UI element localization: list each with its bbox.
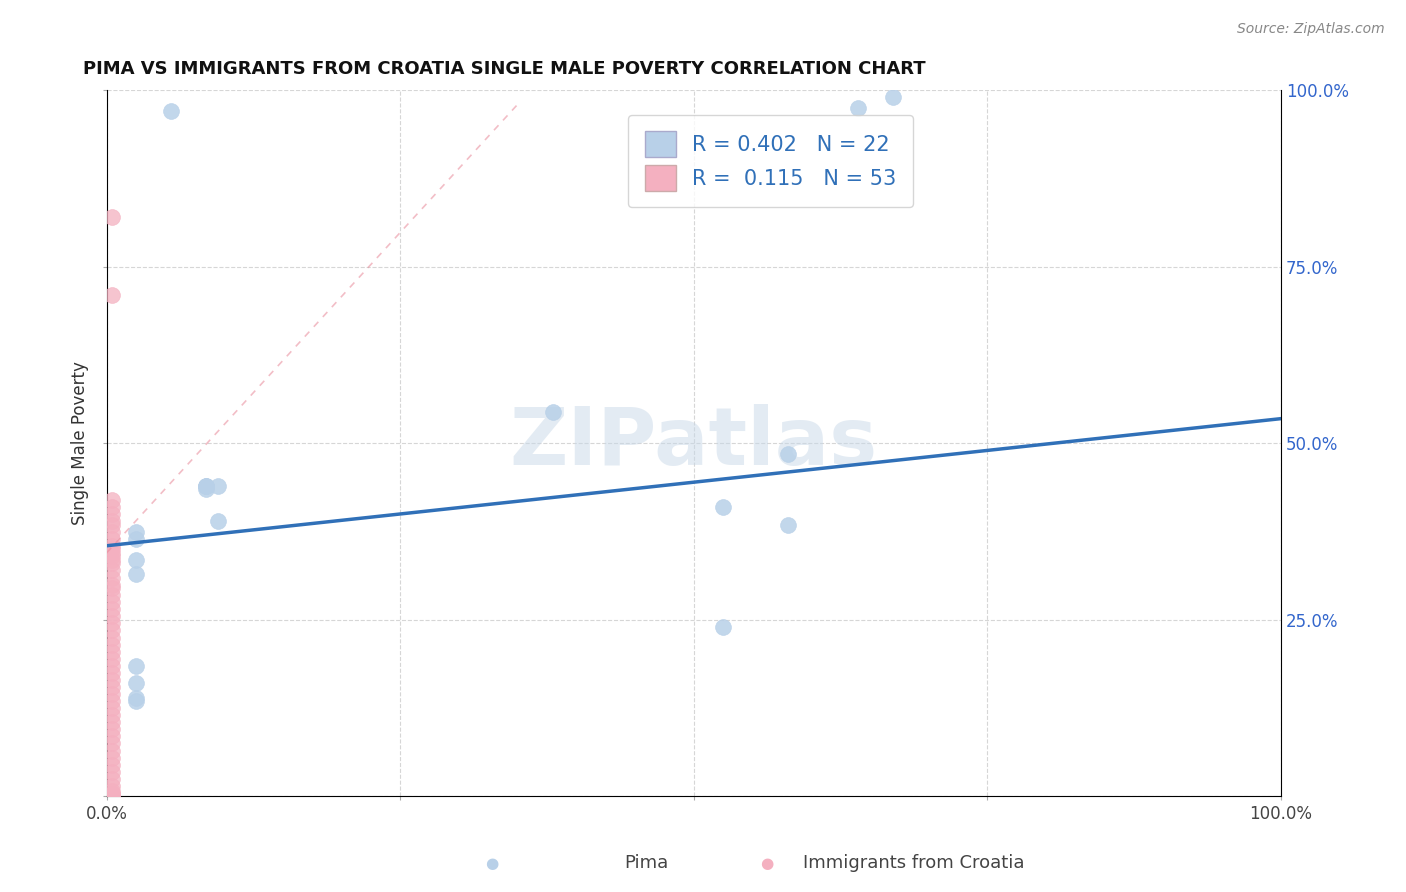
- Point: [101, 588, 124, 602]
- Point: [711, 500, 734, 514]
- Point: [101, 715, 124, 730]
- Point: [195, 482, 218, 496]
- Point: [125, 658, 148, 673]
- Point: [101, 602, 124, 616]
- Point: [101, 577, 124, 591]
- Point: [101, 595, 124, 609]
- Point: [101, 737, 124, 751]
- Point: [101, 631, 124, 645]
- Point: [195, 479, 218, 493]
- Point: [160, 104, 183, 119]
- Point: [101, 492, 124, 507]
- Point: [207, 479, 229, 493]
- Point: [101, 211, 124, 225]
- Point: [101, 524, 124, 539]
- Point: [125, 567, 148, 582]
- Text: Source: ZipAtlas.com: Source: ZipAtlas.com: [1237, 22, 1385, 37]
- Point: [101, 784, 124, 798]
- Text: ●: ●: [759, 856, 773, 871]
- Point: [101, 788, 124, 802]
- Point: [101, 779, 124, 793]
- Point: [101, 549, 124, 564]
- Point: [101, 581, 124, 595]
- Point: [101, 658, 124, 673]
- Point: [101, 772, 124, 786]
- Point: [101, 788, 124, 802]
- Point: [776, 517, 799, 532]
- Point: [101, 507, 124, 521]
- Point: [101, 517, 124, 532]
- Point: [101, 694, 124, 708]
- Text: ZIPatlas: ZIPatlas: [509, 404, 877, 483]
- Point: [207, 514, 229, 528]
- Point: [125, 553, 148, 567]
- Point: [195, 479, 218, 493]
- Point: [101, 638, 124, 652]
- Point: [101, 624, 124, 638]
- Point: [541, 404, 564, 418]
- Text: ●: ●: [485, 856, 499, 871]
- Point: [101, 723, 124, 737]
- Point: [125, 524, 148, 539]
- Text: Immigrants from Croatia: Immigrants from Croatia: [803, 855, 1025, 872]
- Point: [101, 553, 124, 567]
- Point: [195, 479, 218, 493]
- Point: [101, 687, 124, 701]
- Point: [101, 750, 124, 764]
- Point: [101, 665, 124, 680]
- Point: [101, 557, 124, 571]
- Point: [101, 570, 124, 584]
- Point: [101, 288, 124, 302]
- Point: [101, 532, 124, 546]
- Point: [101, 514, 124, 528]
- Point: [101, 730, 124, 744]
- Point: [125, 694, 148, 708]
- Point: [101, 616, 124, 631]
- Y-axis label: Single Male Poverty: Single Male Poverty: [72, 361, 89, 525]
- Point: [101, 788, 124, 802]
- Text: PIMA VS IMMIGRANTS FROM CROATIA SINGLE MALE POVERTY CORRELATION CHART: PIMA VS IMMIGRANTS FROM CROATIA SINGLE M…: [83, 60, 925, 78]
- Point: [101, 757, 124, 772]
- Point: [101, 701, 124, 715]
- Point: [101, 788, 124, 802]
- Point: [846, 101, 869, 115]
- Point: [125, 690, 148, 705]
- Point: [711, 620, 734, 634]
- Point: [101, 708, 124, 723]
- Point: [101, 500, 124, 514]
- Point: [101, 788, 124, 802]
- Point: [101, 680, 124, 694]
- Point: [125, 676, 148, 690]
- Point: [101, 743, 124, 757]
- Point: [125, 532, 148, 546]
- Text: Pima: Pima: [624, 855, 669, 872]
- Point: [101, 764, 124, 779]
- Point: [101, 539, 124, 553]
- Point: [101, 645, 124, 659]
- Point: [882, 90, 904, 104]
- Point: [776, 447, 799, 461]
- Point: [101, 673, 124, 687]
- Point: [101, 609, 124, 624]
- Point: [101, 542, 124, 557]
- Point: [101, 546, 124, 560]
- Point: [101, 564, 124, 578]
- Point: [101, 652, 124, 666]
- Legend: R = 0.402   N = 22, R =  0.115   N = 53: R = 0.402 N = 22, R = 0.115 N = 53: [628, 115, 914, 207]
